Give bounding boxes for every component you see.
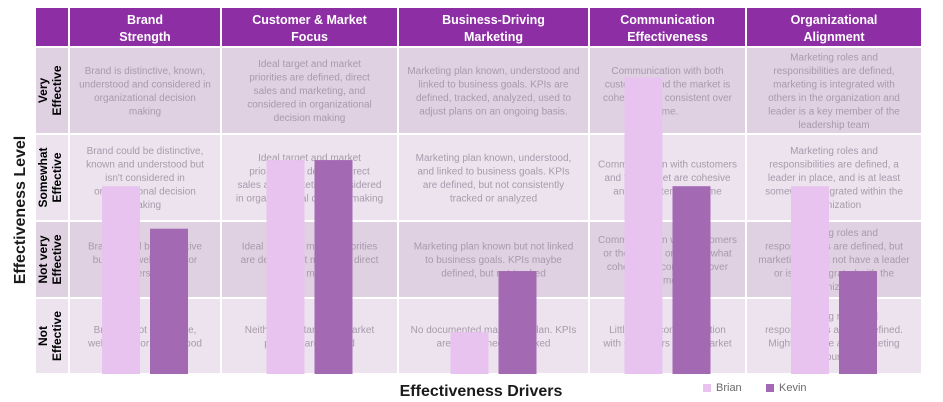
row-label: Not veryEffective <box>36 234 64 284</box>
bar-brian <box>450 332 489 374</box>
cell-description: Brand is distinctive, known, understood a… <box>79 66 211 118</box>
cell-description: Ideal target or market priorities are def… <box>241 242 379 280</box>
cell-description: Ideal target and market priorities are de… <box>236 153 383 205</box>
cell-description: Brand is not distinctive, well-known or u… <box>87 325 202 350</box>
bar-kevin <box>150 228 188 374</box>
cell-description: Little or no communication with customers… <box>602 325 732 350</box>
column-header: Communication Effectiveness <box>620 13 714 44</box>
row-label: SomewhatEffective <box>36 147 64 207</box>
bar-brian <box>624 77 663 374</box>
cell-description: Marketing roles and responsibilities are … <box>765 311 903 363</box>
cell-description: Marketing roles and responsibilities are … <box>768 52 900 131</box>
cell-description: Brand could be distinctive, known and und… <box>86 146 204 211</box>
cell-description: Communication with customers and the mark… <box>598 160 737 198</box>
cell-description: Ideal target and market priorities are de… <box>247 59 372 124</box>
y-axis-title: Effectiveness Level <box>12 136 29 285</box>
legend-item-brian: Brian <box>703 382 742 394</box>
cell-description: Marketing plan known, understood, and lin… <box>416 153 572 205</box>
column-header: Brand Strength <box>119 13 170 44</box>
legend-label-kevin: Kevin <box>779 382 807 394</box>
bar-brian <box>791 186 829 374</box>
cell-description: Neither ideal target or market priorities… <box>245 325 375 350</box>
bar-kevin <box>672 186 711 374</box>
cell-description: No documented marketing plan. KPIs are no… <box>411 325 577 350</box>
row-band-0 <box>36 47 922 134</box>
column-header: Organizational Alignment <box>791 13 878 44</box>
bar-kevin <box>314 160 353 374</box>
legend-item-kevin: Kevin <box>766 382 807 394</box>
cell-description: Marketing roles and responsibilities are … <box>758 228 910 293</box>
legend-swatch-kevin <box>766 384 774 392</box>
bar-kevin <box>498 271 537 374</box>
cell-description: Communication with customers or the marke… <box>598 235 737 287</box>
legend-swatch-brian <box>703 384 711 392</box>
row-band-1 <box>36 134 922 221</box>
column-header: Business-Driving Marketing <box>442 13 545 44</box>
bar-brian <box>266 160 305 374</box>
row-label: NotEffective <box>36 311 64 361</box>
cell-description: Brand could be distinctive but is not wel… <box>88 242 202 280</box>
column-header: Customer & Market Focus <box>252 13 367 44</box>
x-axis-title: Effectiveness Drivers <box>400 383 563 400</box>
cell-description: Marketing plan known but not linked to bu… <box>414 242 574 280</box>
cell-description: Communication with both customers and the… <box>603 66 733 118</box>
bar-kevin <box>839 271 877 374</box>
cell-description: Marketing plan known, understood and link… <box>407 66 579 118</box>
header-band <box>36 8 922 47</box>
bar-brian <box>102 186 140 374</box>
legend-label-brian: Brian <box>716 382 742 394</box>
row-label: VeryEffective <box>36 65 64 115</box>
cell-description: Marketing roles and responsibilities are … <box>765 146 903 211</box>
